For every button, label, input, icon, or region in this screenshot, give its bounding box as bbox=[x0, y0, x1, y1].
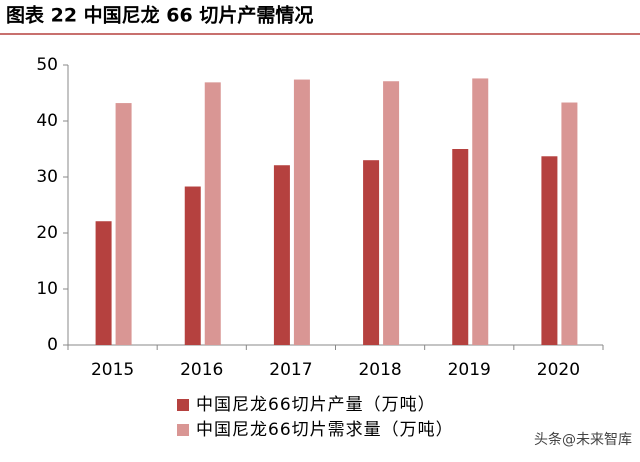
x-tick-label: 2015 bbox=[91, 360, 134, 380]
legend-swatch bbox=[177, 424, 189, 436]
bar bbox=[115, 103, 132, 345]
x-tick-label: 2018 bbox=[358, 360, 401, 380]
bar bbox=[184, 186, 201, 345]
y-tick-label: 40 bbox=[36, 111, 58, 131]
legend-label: 中国尼龙66切片产量（万吨） bbox=[196, 395, 436, 415]
bar bbox=[293, 79, 310, 345]
y-tick-label: 10 bbox=[36, 279, 58, 299]
bar bbox=[273, 165, 290, 345]
bar bbox=[561, 102, 578, 346]
bar bbox=[204, 82, 221, 346]
y-tick-label: 50 bbox=[36, 55, 58, 75]
bar bbox=[472, 78, 489, 345]
bar bbox=[95, 221, 112, 345]
bar bbox=[452, 149, 469, 345]
y-tick-label: 0 bbox=[47, 335, 58, 355]
x-tick-label: 2017 bbox=[269, 360, 312, 380]
bar bbox=[383, 81, 400, 346]
y-tick-label: 20 bbox=[36, 223, 58, 243]
y-tick-label: 30 bbox=[36, 167, 58, 187]
legend-swatch bbox=[177, 399, 189, 411]
x-tick-label: 2019 bbox=[448, 360, 491, 380]
legend-label: 中国尼龙66切片需求量（万吨） bbox=[196, 420, 454, 440]
x-tick-label: 2016 bbox=[180, 360, 223, 380]
chart-title: 图表 22 中国尼龙 66 切片产需情况 bbox=[6, 4, 313, 27]
bar bbox=[541, 156, 558, 345]
x-tick-label: 2020 bbox=[537, 360, 580, 380]
watermark: 头条@未来智库 bbox=[534, 431, 632, 448]
bar bbox=[363, 160, 380, 345]
